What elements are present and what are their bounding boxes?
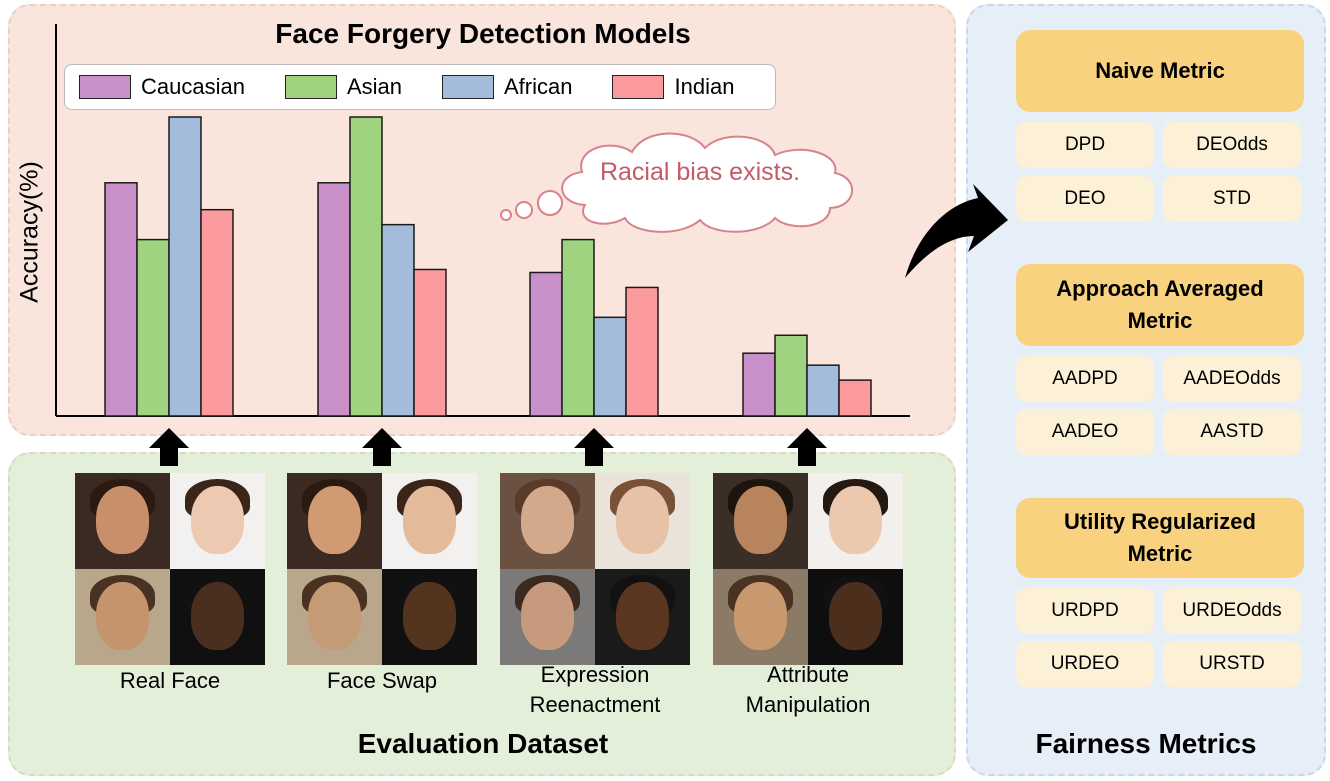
bar-caucasian-attribute-manipulation: [742, 352, 776, 417]
bar-asian-expression-reenactment: [561, 238, 595, 417]
metric-chip: STD: [1163, 176, 1301, 222]
dataset-title: Evaluation Dataset: [357, 728, 609, 759]
bar-caucasian-expression-reenactment: [529, 271, 563, 417]
up-arrow-icon: [787, 428, 827, 466]
dataset-label-real-face: Real Face: [119, 668, 221, 693]
face-image: [595, 569, 690, 665]
legend-label: Asian: [346, 74, 402, 99]
face-image: [500, 569, 595, 665]
up-arrow-icon: [362, 428, 402, 466]
face-image: [75, 569, 170, 665]
cloud-annotation: Racial bias exists.: [599, 158, 801, 186]
cloud-shape: [561, 132, 853, 233]
face-image: [287, 473, 382, 569]
face-image: [75, 473, 170, 569]
face-image: [382, 473, 477, 569]
thought-cloud: [500, 132, 853, 233]
bar-caucasian-real-face: [104, 182, 138, 417]
bar-african-attribute-manipulation: [806, 364, 840, 417]
cloud-bubble-small: [500, 209, 512, 221]
face-image: [713, 569, 808, 665]
up-arrows: [149, 428, 827, 466]
up-arrow-icon: [149, 428, 189, 466]
bar-asian-attribute-manipulation: [774, 334, 808, 417]
face-image: [382, 569, 477, 665]
legend-item-indian: Indian: [612, 74, 734, 100]
legend-swatch: [612, 75, 665, 99]
dataset-label-expression-reenactment: Expression Reenactment: [529, 662, 661, 717]
legend-swatch: [79, 75, 131, 99]
bar-indian-attribute-manipulation: [838, 379, 872, 417]
metric-chip: AASTD: [1163, 409, 1301, 455]
chart-title: Face Forgery Detection Models: [275, 18, 691, 49]
metric-chip: AADEOdds: [1163, 356, 1301, 402]
chart-legend: Caucasian Asian African Indian: [64, 64, 776, 110]
dataset-label-face-swap: Face Swap: [326, 668, 438, 693]
legend-label: Caucasian: [141, 74, 245, 99]
face-image: [595, 473, 690, 569]
bar-indian-real-face: [200, 208, 234, 417]
metric-chip: URDEOdds: [1163, 588, 1301, 634]
metric-group-utility-regularized: Utility Regularized Metric: [1016, 498, 1304, 578]
metric-chip: AADPD: [1016, 356, 1154, 402]
metrics-title: Fairness Metrics: [1035, 728, 1257, 759]
legend-label: African: [504, 74, 573, 99]
y-axis-label: Accuracy(%): [15, 161, 44, 303]
cloud-bubble-medium: [515, 201, 533, 219]
face-image: [808, 473, 903, 569]
metric-chip: DPD: [1016, 122, 1154, 168]
face-image: [287, 569, 382, 665]
metric-group-naive: Naive Metric: [1016, 30, 1304, 112]
bar-indian-face-swap: [413, 268, 447, 417]
metric-group-approach-averaged: Approach Averaged Metric: [1016, 264, 1304, 346]
metric-chip: DEO: [1016, 176, 1154, 222]
dataset-label-attribute-manipulation: Attribute Manipulation: [745, 662, 871, 717]
metric-chip: DEOdds: [1163, 122, 1301, 168]
face-grid-expression-reenactment: [500, 473, 690, 665]
up-arrow-icon: [574, 428, 614, 466]
chart-bars: [104, 116, 872, 417]
bar-african-expression-reenactment: [593, 316, 627, 417]
bar-indian-expression-reenactment: [625, 286, 659, 417]
face-grid-real-face: [75, 473, 265, 665]
face-image: [170, 473, 265, 569]
face-grid-face-swap: [287, 473, 477, 665]
legend-label: Indian: [674, 74, 735, 99]
metric-chip: URDPD: [1016, 588, 1154, 634]
bar-asian-real-face: [136, 238, 170, 417]
bar-african-real-face: [168, 116, 202, 417]
legend-swatch: [442, 75, 494, 99]
face-image: [500, 473, 595, 569]
face-grid-attribute-manipulation: [713, 473, 903, 665]
face-image: [170, 569, 265, 665]
legend-swatch: [284, 75, 337, 99]
metric-chip: URDEO: [1016, 641, 1154, 687]
cloud-bubble-large: [537, 190, 563, 216]
metric-chip: URSTD: [1163, 641, 1301, 687]
metric-chip: AADEO: [1016, 409, 1154, 455]
legend-item-asian: Asian: [284, 74, 402, 100]
legend-item-caucasian: Caucasian: [79, 74, 245, 100]
bar-african-face-swap: [381, 223, 415, 417]
face-image: [713, 473, 808, 569]
legend-item-african: African: [442, 74, 572, 100]
bar-caucasian-face-swap: [317, 182, 351, 417]
bar-asian-face-swap: [349, 116, 383, 417]
curved-arrow-icon: [905, 184, 1008, 278]
face-image: [808, 569, 903, 665]
